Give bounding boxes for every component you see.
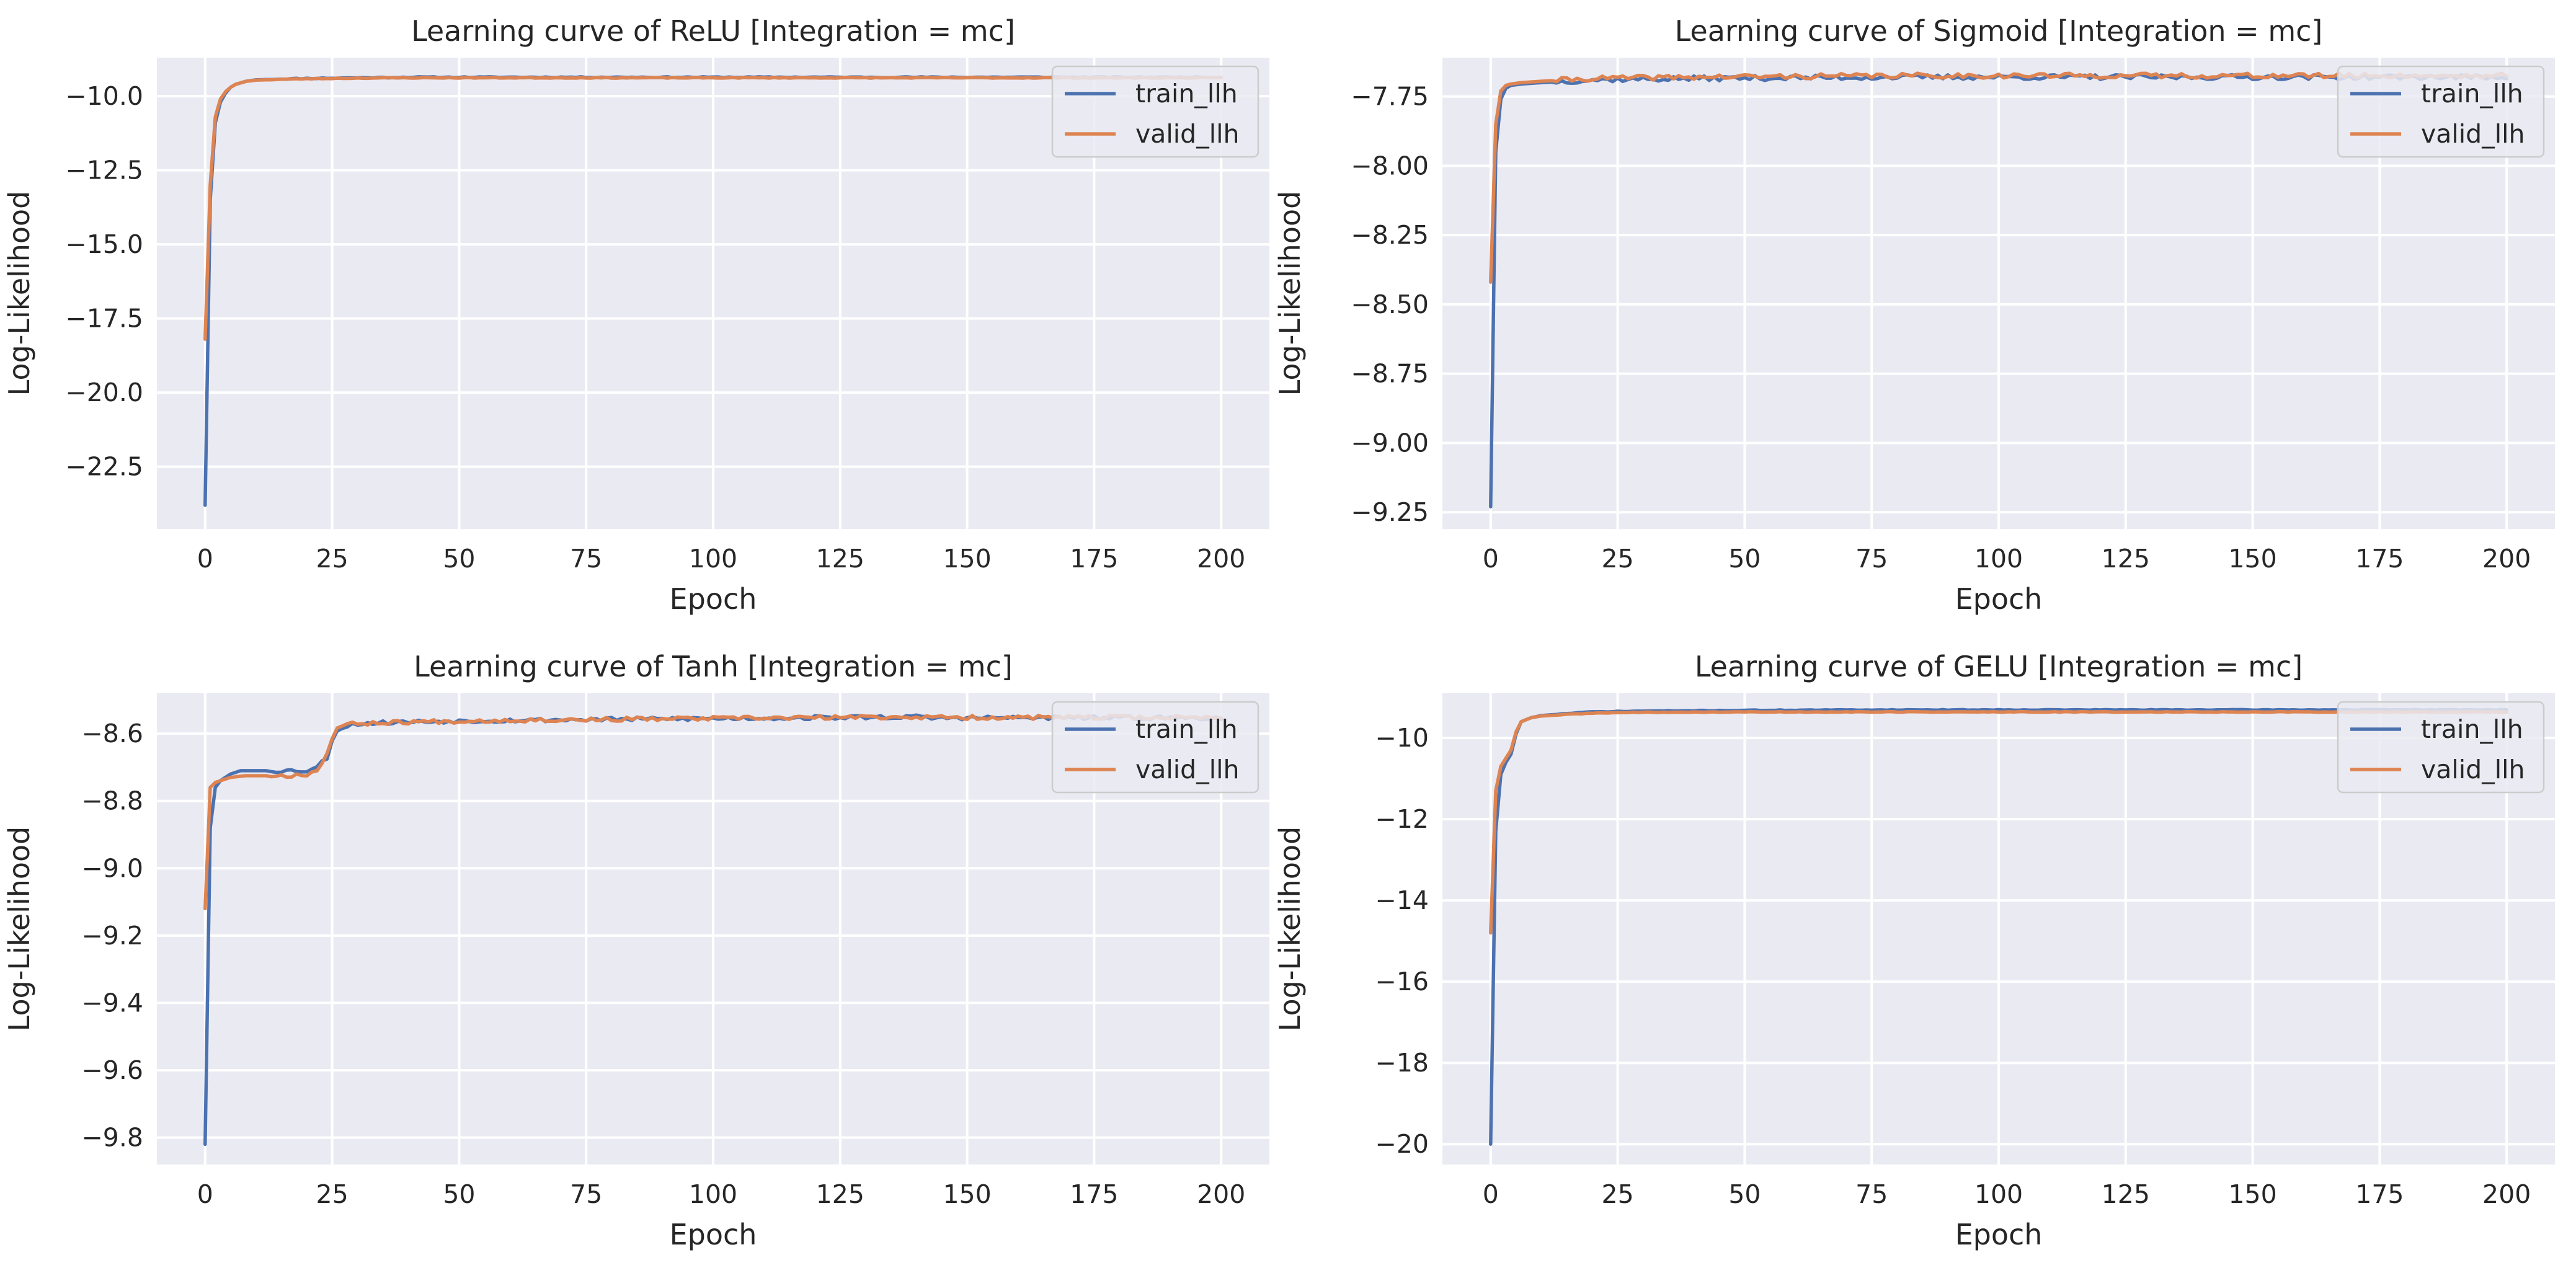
x-tick-label: 175 xyxy=(2355,544,2404,574)
x-tick-label: 150 xyxy=(2228,544,2276,574)
x-tick-label: 75 xyxy=(1855,544,1888,574)
x-tick-label: 175 xyxy=(2355,1179,2404,1209)
x-tick-label: 100 xyxy=(1974,1179,2023,1209)
legend-label: train_llh xyxy=(2421,79,2523,109)
y-tick-label: −9.00 xyxy=(1351,428,1429,458)
y-tick-label: −9.4 xyxy=(81,988,143,1018)
y-tick-label: −8.75 xyxy=(1351,359,1429,389)
x-tick-label: 150 xyxy=(943,544,991,574)
x-tick-label: 200 xyxy=(1197,1179,1245,1209)
y-tick-label: −9.6 xyxy=(81,1055,143,1085)
x-tick-label: 175 xyxy=(1070,1179,1118,1209)
y-tick-label: −10 xyxy=(1375,723,1429,753)
chart-panel-2: 0 25 50 75 100 125 150 175 200 −9.25 −9.00 −8.75 −8.… xyxy=(1273,14,2555,616)
x-tick-label: 0 xyxy=(1483,1179,1499,1209)
legend: train_llh valid_llh xyxy=(2337,65,2545,158)
y-tick-label: −20.0 xyxy=(65,378,143,407)
y-tick-label: −8.8 xyxy=(81,786,143,816)
y-tick-label: −12.5 xyxy=(65,156,143,185)
x-tick-label: 0 xyxy=(197,1179,213,1209)
x-tick-label: 125 xyxy=(816,1179,864,1209)
chart-panel-4: 0 25 50 75 100 125 150 175 200 −20 −18 −16 −14 −12 −10… xyxy=(1273,650,2555,1251)
x-axis-label: Epoch xyxy=(670,582,757,616)
x-axis-label: Epoch xyxy=(670,1218,757,1251)
chart-panel-1: 0 25 50 75 100 125 150 175 200 −22.5 −20.0 −17.5 −15… xyxy=(2,14,1269,616)
y-tick-label: −15.0 xyxy=(65,229,143,259)
legend-label: train_llh xyxy=(2421,714,2523,744)
x-tick-label: 50 xyxy=(1728,1179,1761,1209)
chart-panel-3: 0 25 50 75 100 125 150 175 200 −9.8 −9.6 −9.4 −9.2 −9… xyxy=(2,650,1269,1251)
x-tick-label: 50 xyxy=(443,1179,475,1209)
x-tick-label: 200 xyxy=(2482,1179,2531,1209)
legend-label: valid_llh xyxy=(1135,755,1239,784)
x-tick-label: 25 xyxy=(1602,544,1634,574)
chart-title: Learning curve of Sigmoid [Integration =… xyxy=(1675,14,2323,48)
legend: train_llh valid_llh xyxy=(2337,701,2545,794)
x-tick-label: 25 xyxy=(316,1179,349,1209)
x-tick-label: 25 xyxy=(316,544,349,574)
x-tick-label: 0 xyxy=(197,544,213,574)
x-axis-label: Epoch xyxy=(1955,582,2043,616)
x-tick-label: 175 xyxy=(1070,544,1118,574)
legend-label: train_llh xyxy=(1135,79,1238,109)
y-axis-label: Log-Likelihood xyxy=(2,191,36,396)
x-tick-label: 50 xyxy=(1728,544,1761,574)
x-tick-label: 125 xyxy=(816,544,864,574)
x-tick-label: 100 xyxy=(689,1179,737,1209)
x-tick-label: 200 xyxy=(2482,544,2531,574)
x-tick-label: 75 xyxy=(570,544,602,574)
x-tick-label: 75 xyxy=(1855,1179,1888,1209)
y-axis-label: Log-Likelihood xyxy=(1273,191,1307,396)
y-tick-label: −8.25 xyxy=(1351,220,1429,250)
x-tick-label: 100 xyxy=(689,544,737,574)
y-tick-label: −17.5 xyxy=(65,304,143,334)
y-tick-label: −9.8 xyxy=(81,1123,143,1153)
x-tick-label: 0 xyxy=(1483,544,1499,574)
y-tick-label: −14 xyxy=(1375,885,1429,915)
chart-title: Learning curve of Tanh [Integration = mc… xyxy=(414,650,1013,683)
y-tick-label: −16 xyxy=(1375,967,1429,996)
x-tick-label: 200 xyxy=(1197,544,1245,574)
y-tick-label: −9.0 xyxy=(81,853,143,883)
y-tick-label: −8.00 xyxy=(1351,151,1429,180)
y-tick-label: −8.50 xyxy=(1351,290,1429,319)
x-tick-label: 25 xyxy=(1602,1179,1634,1209)
x-tick-label: 150 xyxy=(943,1179,991,1209)
legend: train_llh valid_llh xyxy=(1051,65,1259,158)
y-tick-label: −9.2 xyxy=(81,921,143,951)
y-tick-label: −7.75 xyxy=(1351,82,1429,112)
x-tick-label: 150 xyxy=(2228,1179,2276,1209)
y-tick-label: −12 xyxy=(1375,804,1429,834)
legend-label: valid_llh xyxy=(2421,755,2525,784)
x-tick-label: 50 xyxy=(443,544,475,574)
y-tick-label: −20 xyxy=(1375,1129,1429,1159)
y-tick-label: −10.0 xyxy=(65,81,143,111)
x-tick-label: 75 xyxy=(570,1179,602,1209)
y-axis-label: Log-Likelihood xyxy=(2,827,36,1032)
y-tick-label: −18 xyxy=(1375,1048,1429,1078)
x-tick-label: 100 xyxy=(1974,544,2023,574)
chart-title: Learning curve of GELU [Integration = mc… xyxy=(1695,650,2303,683)
y-axis-label: Log-Likelihood xyxy=(1273,827,1307,1032)
legend-label: valid_llh xyxy=(1135,119,1239,149)
legend-label: valid_llh xyxy=(2421,119,2525,149)
y-tick-label: −8.6 xyxy=(81,719,143,748)
x-tick-label: 125 xyxy=(2102,544,2150,574)
x-axis-label: Epoch xyxy=(1955,1218,2043,1251)
chart-title: Learning curve of ReLU [Integration = mc… xyxy=(411,14,1015,48)
legend-label: train_llh xyxy=(1135,714,1238,744)
legend: train_llh valid_llh xyxy=(1051,701,1259,794)
y-tick-label: −9.25 xyxy=(1351,497,1429,527)
y-tick-label: −22.5 xyxy=(65,452,143,482)
x-tick-label: 125 xyxy=(2102,1179,2150,1209)
